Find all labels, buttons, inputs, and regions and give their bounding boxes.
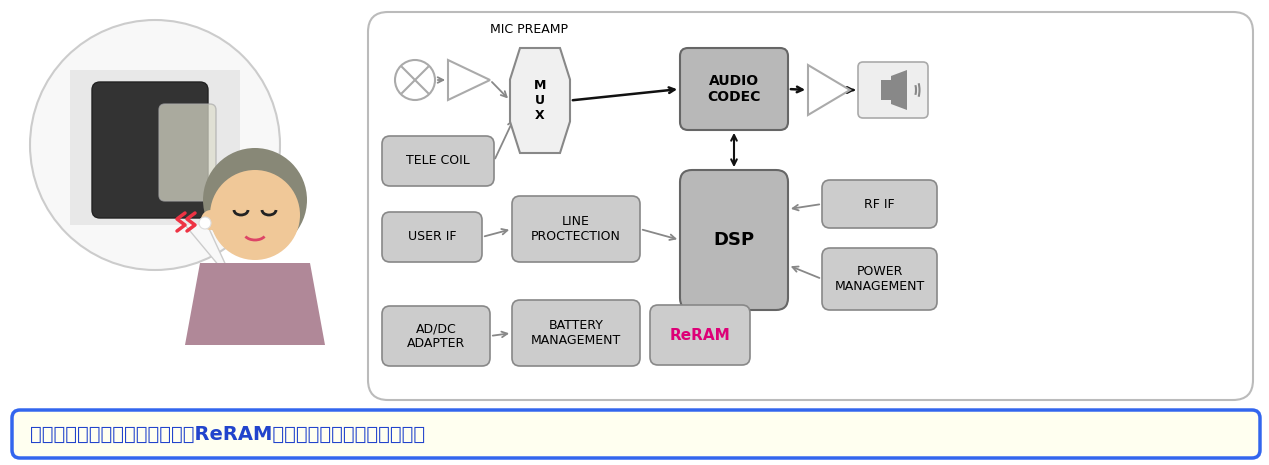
Polygon shape bbox=[185, 263, 325, 345]
Circle shape bbox=[201, 210, 221, 230]
Circle shape bbox=[395, 60, 435, 100]
Circle shape bbox=[203, 148, 307, 252]
Text: BATTERY
MANAGEMENT: BATTERY MANAGEMENT bbox=[530, 319, 621, 347]
Text: USER IF: USER IF bbox=[407, 231, 457, 244]
Text: AD/DC
ADAPTER: AD/DC ADAPTER bbox=[407, 322, 466, 350]
Text: M
U
X: M U X bbox=[534, 79, 546, 122]
Text: POWER
MANAGEMENT: POWER MANAGEMENT bbox=[835, 265, 925, 293]
FancyBboxPatch shape bbox=[159, 104, 216, 201]
FancyBboxPatch shape bbox=[822, 180, 937, 228]
Polygon shape bbox=[808, 65, 850, 115]
FancyBboxPatch shape bbox=[382, 212, 482, 262]
FancyBboxPatch shape bbox=[680, 48, 788, 130]
Circle shape bbox=[209, 170, 299, 260]
Polygon shape bbox=[185, 220, 235, 285]
Polygon shape bbox=[448, 60, 490, 100]
Text: DSP: DSP bbox=[713, 231, 755, 249]
Text: MIC PREAMP: MIC PREAMP bbox=[490, 24, 569, 36]
FancyBboxPatch shape bbox=[91, 82, 208, 218]
Text: LINE
PROCTECTION: LINE PROCTECTION bbox=[530, 215, 621, 243]
FancyBboxPatch shape bbox=[822, 248, 937, 310]
FancyBboxPatch shape bbox=[382, 306, 490, 366]
FancyBboxPatch shape bbox=[858, 62, 928, 118]
Text: TELE COIL: TELE COIL bbox=[406, 154, 470, 167]
FancyBboxPatch shape bbox=[881, 80, 891, 100]
FancyBboxPatch shape bbox=[368, 12, 1253, 400]
FancyBboxPatch shape bbox=[650, 305, 750, 365]
FancyBboxPatch shape bbox=[511, 300, 640, 366]
FancyBboxPatch shape bbox=[680, 170, 788, 310]
Circle shape bbox=[199, 217, 211, 229]
Text: AUDIO
CODEC: AUDIO CODEC bbox=[707, 74, 760, 104]
FancyBboxPatch shape bbox=[511, 196, 640, 262]
FancyBboxPatch shape bbox=[382, 136, 494, 186]
Polygon shape bbox=[891, 70, 907, 110]
FancyBboxPatch shape bbox=[70, 70, 240, 225]
Text: 可字节访问，低功耗，小封装的ReRAM是助听器的最佳存储器的选择: 可字节访问，低功耗，小封装的ReRAM是助听器的最佳存储器的选择 bbox=[30, 425, 425, 444]
Text: ReRAM: ReRAM bbox=[670, 327, 731, 343]
Text: RF IF: RF IF bbox=[864, 198, 895, 211]
Circle shape bbox=[30, 20, 280, 270]
FancyBboxPatch shape bbox=[11, 410, 1260, 458]
Polygon shape bbox=[510, 48, 570, 153]
